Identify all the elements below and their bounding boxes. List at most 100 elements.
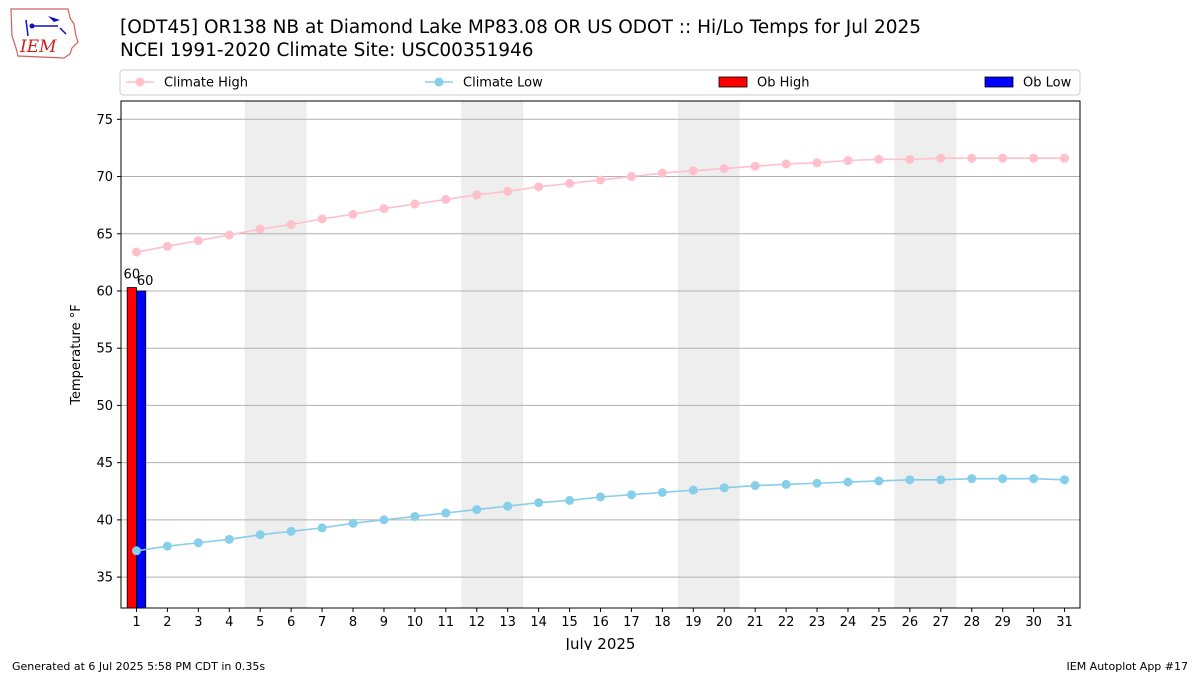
point-climate-low-day-22: [781, 479, 791, 489]
weekend-shade-2: [461, 101, 524, 608]
point-climate-low-day-15: [565, 495, 575, 505]
point-climate-high-day-22: [781, 159, 791, 169]
point-climate-high-day-18: [657, 168, 667, 178]
point-climate-high-day-9: [379, 204, 389, 214]
point-climate-low-day-11: [441, 508, 451, 518]
legend-swatch-ob-low: [984, 76, 1014, 88]
y-tick-label-35: 35: [96, 571, 113, 586]
legend-label-climate-high: Climate High: [164, 76, 248, 91]
point-climate-low-day-8: [348, 518, 358, 528]
x-tick-label-22: 22: [778, 615, 795, 630]
x-tick-label-7: 7: [318, 615, 326, 630]
x-tick-label-2: 2: [163, 615, 171, 630]
point-climate-high-day-10: [410, 199, 420, 209]
point-climate-high-day-28: [967, 153, 977, 163]
point-climate-low-day-9: [379, 515, 389, 525]
x-tick-label-21: 21: [747, 615, 764, 630]
point-climate-high-day-14: [534, 182, 544, 192]
x-tick-label-3: 3: [194, 615, 202, 630]
x-tick-label-25: 25: [871, 615, 888, 630]
point-climate-low-day-13: [503, 501, 513, 511]
x-tick-label-17: 17: [623, 615, 640, 630]
y-tick-label-40: 40: [96, 513, 113, 528]
point-climate-high-day-8: [348, 209, 358, 219]
point-climate-low-day-20: [719, 483, 729, 493]
bars-group: [126, 287, 147, 608]
point-climate-high-day-3: [193, 236, 203, 246]
x-tick-label-24: 24: [840, 615, 857, 630]
point-climate-low-day-12: [472, 505, 482, 515]
point-climate-high-day-11: [441, 194, 451, 204]
point-climate-low-day-31: [1060, 475, 1070, 485]
x-tick-label-19: 19: [685, 615, 702, 630]
point-climate-high-day-1: [131, 247, 141, 257]
x-tick-label-8: 8: [349, 615, 357, 630]
point-climate-high-day-27: [936, 153, 946, 163]
point-climate-low-day-29: [998, 474, 1008, 484]
point-climate-low-day-27: [936, 475, 946, 485]
legend-box: [119, 69, 1081, 96]
point-climate-low-day-7: [317, 523, 327, 533]
x-tick-label-30: 30: [1025, 615, 1042, 630]
point-climate-low-day-21: [750, 481, 760, 491]
point-climate-high-day-29: [998, 153, 1008, 163]
x-tick-label-16: 16: [592, 615, 609, 630]
point-climate-low-day-2: [162, 541, 172, 551]
y-tick-label-75: 75: [96, 113, 113, 128]
point-climate-high-day-25: [874, 154, 884, 164]
legend-marker-climate-low: [434, 77, 444, 87]
x-tick-label-4: 4: [225, 615, 233, 630]
point-climate-low-day-28: [967, 474, 977, 484]
point-climate-high-day-19: [688, 166, 698, 176]
bar-ob-low-day-1: [136, 290, 147, 608]
legend-marker-climate-high: [135, 77, 145, 87]
x-tick-label-11: 11: [438, 615, 455, 630]
point-climate-low-day-18: [657, 487, 667, 497]
x-tick-label-9: 9: [380, 615, 388, 630]
point-climate-low-day-5: [255, 530, 265, 540]
point-climate-high-day-13: [503, 186, 513, 196]
point-climate-high-day-20: [719, 164, 729, 174]
point-climate-low-day-23: [812, 478, 822, 488]
x-tick-label-31: 31: [1056, 615, 1073, 630]
iem-logo: IEM: [8, 6, 82, 64]
point-climate-low-day-3: [193, 538, 203, 548]
weekend-shade-3: [677, 101, 740, 608]
point-climate-low-day-26: [905, 475, 915, 485]
legend: Climate High Climate Low Ob High Ob Low: [119, 69, 1081, 96]
footer-generated: Generated at 6 Jul 2025 5:58 PM CDT in 0…: [12, 660, 266, 673]
point-climate-low-day-1: [131, 546, 141, 556]
point-climate-high-day-17: [626, 172, 636, 182]
x-tick-label-6: 6: [287, 615, 295, 630]
x-axis-label: July 2025: [565, 635, 636, 650]
x-tick-label-28: 28: [963, 615, 980, 630]
x-tick-label-20: 20: [716, 615, 733, 630]
y-axis-label: Temperature °F: [69, 304, 84, 405]
legend-label-climate-low: Climate Low: [463, 76, 543, 91]
point-climate-low-day-16: [596, 492, 605, 502]
point-climate-high-day-24: [843, 156, 853, 166]
y-tick-label-45: 45: [96, 456, 113, 471]
point-climate-low-day-30: [1029, 474, 1039, 484]
y-tick-label-70: 70: [96, 170, 113, 185]
y-tick-label-50: 50: [96, 399, 113, 414]
point-climate-high-day-5: [255, 224, 265, 234]
iem-logo-text: IEM: [19, 37, 57, 57]
plot-frame: [120, 100, 1081, 609]
bar-label-ob-low-day-1: 60: [137, 274, 154, 289]
x-tick-label-23: 23: [809, 615, 826, 630]
point-climate-low-day-17: [626, 490, 636, 500]
x-tick-label-15: 15: [561, 615, 578, 630]
point-climate-low-day-14: [534, 498, 544, 508]
x-tick-label-26: 26: [902, 615, 919, 630]
point-climate-high-day-6: [286, 220, 296, 230]
point-climate-high-day-4: [224, 230, 234, 240]
x-tick-label-10: 10: [407, 615, 424, 630]
bar-ob-high-day-1: [126, 287, 137, 608]
point-climate-high-day-23: [812, 158, 822, 168]
point-climate-low-day-10: [410, 511, 420, 521]
point-climate-high-day-2: [162, 241, 172, 251]
point-climate-low-day-4: [224, 534, 234, 544]
legend-label-ob-low: Ob Low: [1023, 76, 1072, 91]
